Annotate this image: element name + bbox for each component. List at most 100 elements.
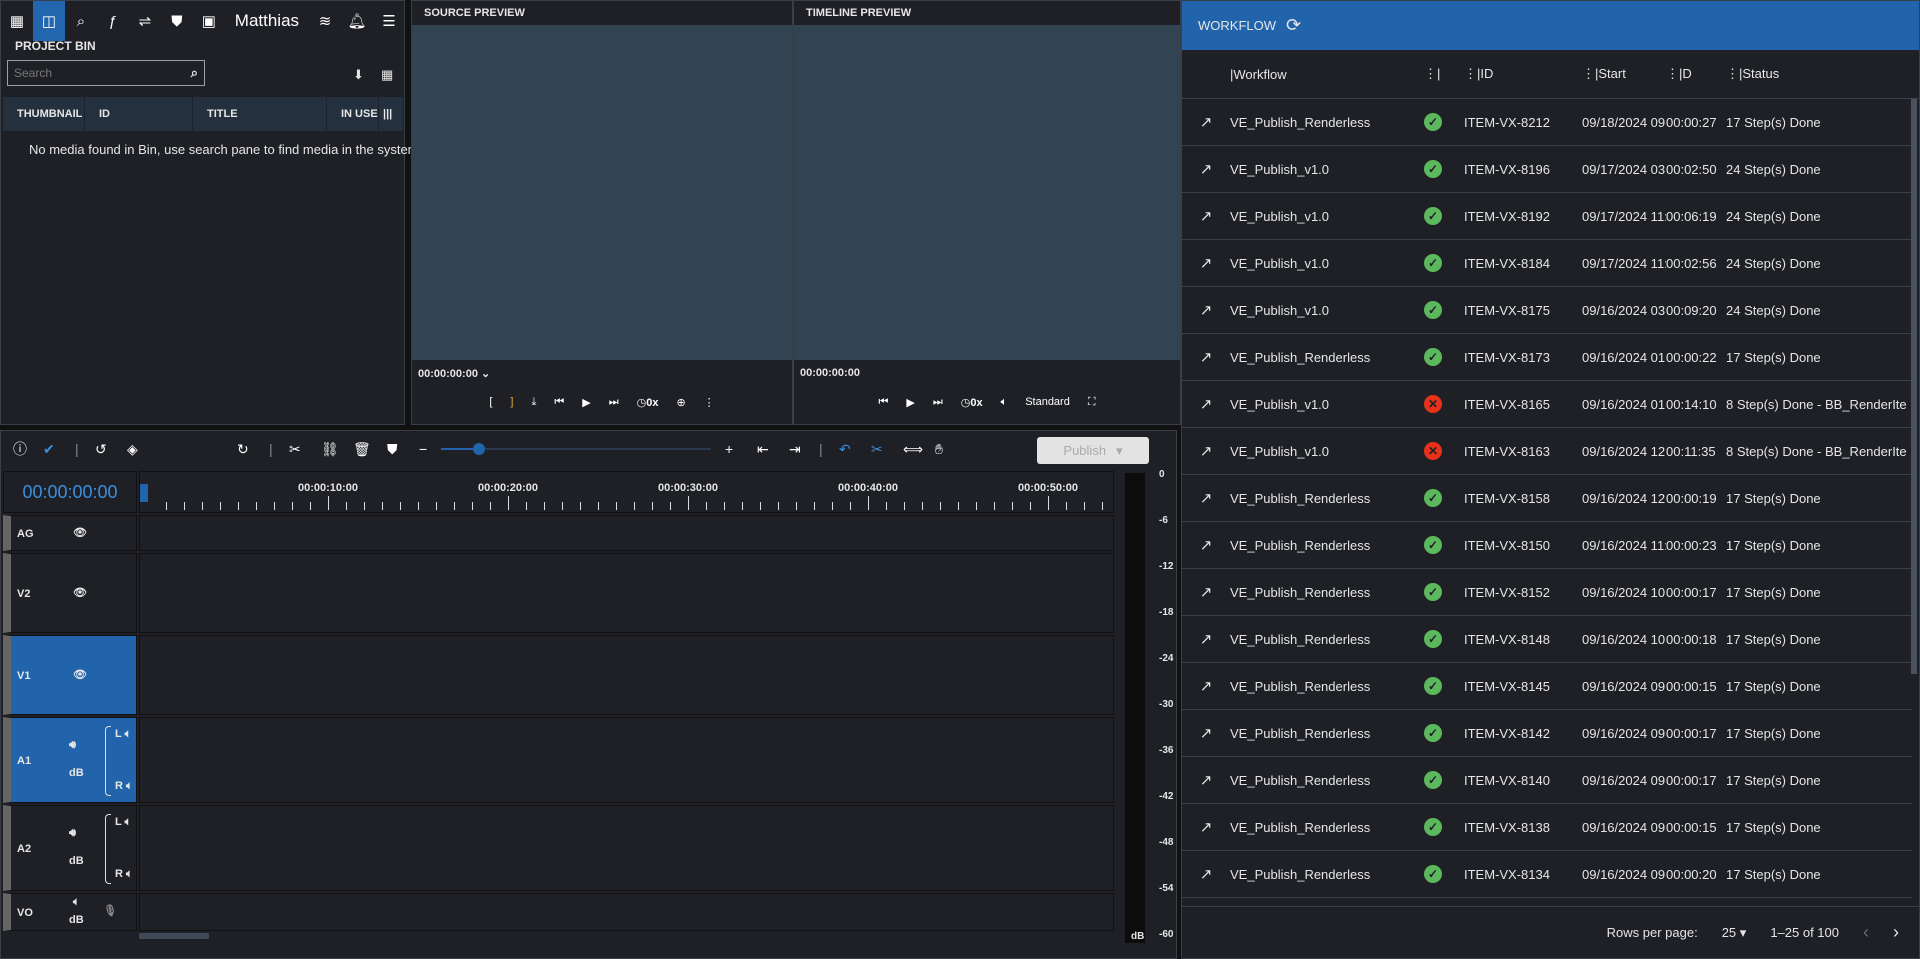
marker-icon[interactable]: ⛊ bbox=[171, 12, 183, 30]
rows-per-page-select[interactable]: 25 ▾ bbox=[1721, 924, 1747, 940]
sliders-icon[interactable]: ⇌ bbox=[138, 13, 152, 30]
history-icon[interactable]: ↻ bbox=[237, 440, 249, 457]
table-row[interactable]: ↗ VE_Publish_Renderless ✓ ITEM-VX-8145 0… bbox=[1182, 663, 1912, 710]
col-workflow[interactable]: |Workflow bbox=[1230, 66, 1287, 82]
quality-select[interactable]: Standard bbox=[1025, 396, 1070, 408]
eye-icon[interactable]: 👁︎ bbox=[73, 587, 87, 599]
export-icon[interactable]: ▣ bbox=[201, 13, 216, 30]
delete-icon[interactable]: 🗑︎ bbox=[353, 440, 371, 457]
next-page-icon[interactable]: › bbox=[1893, 922, 1899, 942]
search-icon[interactable]: ⌕ bbox=[76, 12, 86, 30]
open-external-icon[interactable]: ↗ bbox=[1199, 772, 1213, 789]
col-id[interactable]: ID bbox=[85, 97, 193, 131]
track-lane[interactable] bbox=[139, 893, 1114, 931]
refresh-icon[interactable]: ⟳ bbox=[1286, 15, 1302, 35]
snap-icon[interactable]: ↶ bbox=[839, 440, 851, 457]
col-start[interactable]: ⋮|Start bbox=[1582, 66, 1626, 81]
grid-view-icon[interactable]: ▦ bbox=[381, 67, 394, 82]
more-icon[interactable]: ⋮ bbox=[703, 397, 715, 409]
speed-control[interactable]: ◷0x bbox=[960, 397, 983, 409]
columns-icon[interactable]: ||| bbox=[383, 108, 393, 120]
open-external-icon[interactable]: ↗ bbox=[1199, 537, 1213, 554]
razor-icon[interactable]: ✂ bbox=[871, 440, 883, 457]
bell-icon[interactable]: 🔔︎ bbox=[347, 13, 367, 30]
step-forward-icon[interactable]: ⏭ bbox=[608, 396, 619, 408]
track-header[interactable]: VO 🔈︎ dB 🎙︎ bbox=[3, 893, 137, 931]
dropdown-icon[interactable]: ▾ bbox=[1116, 442, 1123, 458]
speaker-icon[interactable]: 🔊︎ bbox=[69, 739, 76, 751]
open-external-icon[interactable]: ↗ bbox=[1199, 866, 1213, 883]
open-external-icon[interactable]: ↗ bbox=[1199, 490, 1213, 507]
step-forward-icon[interactable]: ⏭ bbox=[932, 396, 943, 408]
zoom-out-icon[interactable]: − bbox=[419, 441, 428, 457]
timeline-ruler[interactable]: 00:00:10:00 00:00:20:00 00:00:30:00 00:00:4… bbox=[139, 471, 1114, 513]
undo-icon[interactable]: ↺ bbox=[95, 440, 107, 457]
zoom-slider[interactable] bbox=[441, 443, 711, 455]
track-header[interactable]: AG 👁︎ bbox=[3, 515, 137, 551]
track-lane[interactable] bbox=[139, 635, 1114, 715]
table-row[interactable]: ↗ VE_Publish_v1.0 ✓ ITEM-VX-8196 09/17/2… bbox=[1182, 146, 1912, 193]
audio-icon[interactable]: 🔈︎ bbox=[1000, 396, 1008, 408]
bin-icon[interactable]: ◫ bbox=[32, 1, 65, 41]
open-external-icon[interactable]: ↗ bbox=[1199, 255, 1213, 272]
speed-control[interactable]: ◷0x bbox=[636, 397, 659, 409]
download-icon[interactable]: ⬇ bbox=[353, 67, 364, 82]
col-title[interactable]: TITLE bbox=[193, 97, 327, 131]
menu-icon[interactable]: ☰ bbox=[382, 13, 396, 30]
play-icon[interactable]: ▶ bbox=[582, 397, 591, 409]
left-channel[interactable]: L 🔈︎ bbox=[115, 816, 132, 828]
track-lane[interactable] bbox=[139, 805, 1114, 891]
col-id[interactable]: ⋮|ID bbox=[1464, 66, 1494, 81]
col-status[interactable]: ⋮|Status bbox=[1726, 66, 1780, 81]
move-right-icon[interactable]: ⇥ bbox=[789, 440, 801, 457]
track-header[interactable]: V1 👁︎ bbox=[3, 635, 137, 715]
step-back-icon[interactable]: ⏮ bbox=[554, 396, 565, 408]
speaker-icon[interactable]: 🔊︎ bbox=[69, 827, 76, 839]
table-row[interactable]: ↗ VE_Publish_v1.0 ✓ ITEM-VX-8184 09/17/2… bbox=[1182, 240, 1912, 287]
table-row[interactable]: ↗ VE_Publish_v1.0 ✕ ITEM-VX-8165 09/16/2… bbox=[1182, 381, 1912, 428]
cut-icon[interactable]: ✂ bbox=[289, 440, 301, 457]
track-lane[interactable] bbox=[139, 717, 1114, 803]
step-back-icon[interactable]: ⏮ bbox=[878, 396, 889, 408]
track-lane[interactable] bbox=[139, 553, 1114, 633]
col-in-use[interactable]: IN USE bbox=[327, 97, 379, 131]
table-row[interactable]: ↗ VE_Publish_Renderless ✓ ITEM-VX-8148 0… bbox=[1182, 616, 1912, 663]
track-header[interactable]: A1 🔊︎ dB L 🔈︎ R 🔈︎ bbox=[3, 717, 137, 803]
col-duration[interactable]: ⋮|D bbox=[1666, 66, 1692, 81]
mic-muted-icon[interactable]: 🎙︎ bbox=[103, 905, 117, 917]
mark-in-icon[interactable]: [ bbox=[489, 396, 493, 408]
effects-icon[interactable]: ƒ bbox=[108, 12, 118, 30]
track-header[interactable]: V2 👁︎ bbox=[3, 553, 137, 633]
wifi-icon[interactable]: ≋ bbox=[318, 13, 332, 30]
unlink-icon[interactable]: ⛓ bbox=[321, 440, 339, 457]
scrollbar[interactable] bbox=[1911, 99, 1917, 674]
play-icon[interactable]: ▶ bbox=[906, 397, 915, 409]
open-external-icon[interactable]: ↗ bbox=[1199, 819, 1213, 836]
layers-icon[interactable]: ◈ bbox=[127, 440, 138, 457]
open-external-icon[interactable]: ↗ bbox=[1199, 302, 1213, 319]
open-external-icon[interactable]: ↗ bbox=[1199, 396, 1213, 413]
apps-icon[interactable]: ▦ bbox=[9, 13, 25, 30]
col-thumbnail[interactable]: THUMBNAIL bbox=[3, 97, 85, 131]
right-channel[interactable]: R 🔈︎ bbox=[115, 780, 133, 792]
track-lane[interactable] bbox=[139, 515, 1114, 551]
open-external-icon[interactable]: ↗ bbox=[1199, 631, 1213, 648]
zoom-slider-handle[interactable] bbox=[473, 443, 485, 455]
table-row[interactable]: ↗ VE_Publish_v1.0 ✓ ITEM-VX-8192 09/17/2… bbox=[1182, 193, 1912, 240]
open-external-icon[interactable]: ↗ bbox=[1199, 114, 1213, 131]
table-row[interactable]: ↗ VE_Publish_Renderless ✓ ITEM-VX-8212 0… bbox=[1182, 99, 1912, 146]
table-row[interactable]: ↗ VE_Publish_Renderless ✓ ITEM-VX-8173 0… bbox=[1182, 334, 1912, 381]
fullscreen-icon[interactable]: ⛶ bbox=[1087, 396, 1096, 408]
eye-icon[interactable]: 👁︎ bbox=[73, 527, 87, 539]
table-row[interactable]: ↗ VE_Publish_Renderless ✓ ITEM-VX-8158 0… bbox=[1182, 475, 1912, 522]
hand-icon[interactable]: ✋︎ bbox=[935, 440, 943, 457]
table-row[interactable]: ↗ VE_Publish_Renderless ✓ ITEM-VX-8142 0… bbox=[1182, 710, 1912, 757]
timeline-scrollbar[interactable] bbox=[139, 933, 209, 939]
speaker-icon[interactable]: 🔈︎ bbox=[73, 896, 80, 908]
zoom-icon[interactable]: ⊕ bbox=[676, 397, 686, 409]
insert-icon[interactable]: ⤓ bbox=[531, 396, 537, 408]
open-external-icon[interactable]: ↗ bbox=[1199, 678, 1213, 695]
open-external-icon[interactable]: ↗ bbox=[1199, 443, 1213, 460]
track-header[interactable]: A2 🔊︎ dB L 🔈︎ R 🔈︎ bbox=[3, 805, 137, 891]
zoom-in-icon[interactable]: + bbox=[725, 441, 734, 457]
